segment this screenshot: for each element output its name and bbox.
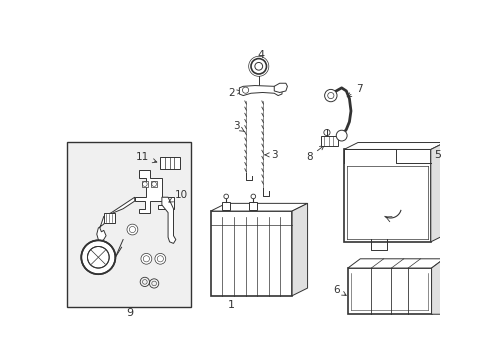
Bar [210, 211, 291, 296]
Text: 3: 3 [232, 121, 244, 132]
Text: 8: 8 [305, 145, 324, 162]
Text: 4: 4 [257, 50, 264, 60]
Text: 11: 11 [136, 152, 157, 163]
Circle shape [141, 253, 151, 264]
Circle shape [324, 89, 336, 102]
Circle shape [155, 253, 165, 264]
Circle shape [81, 240, 115, 274]
Polygon shape [162, 197, 176, 243]
Polygon shape [274, 83, 287, 93]
Polygon shape [97, 197, 135, 242]
Text: 7: 7 [346, 84, 362, 97]
Circle shape [250, 59, 266, 74]
Bar [142, 181, 148, 187]
Text: 5: 5 [433, 150, 440, 160]
Bar [160, 157, 180, 170]
Circle shape [224, 194, 228, 199]
Bar [343, 149, 430, 242]
Bar [249, 202, 257, 210]
Polygon shape [430, 143, 444, 242]
Bar [347, 268, 431, 314]
Polygon shape [135, 170, 173, 213]
Text: 6: 6 [332, 285, 346, 296]
Bar [222, 202, 230, 210]
Polygon shape [431, 259, 443, 314]
Circle shape [336, 130, 346, 141]
Polygon shape [343, 143, 444, 149]
Polygon shape [347, 259, 443, 268]
Bar [67, 142, 191, 307]
Text: 9: 9 [125, 308, 133, 318]
Bar [151, 181, 157, 187]
Bar [320, 136, 337, 147]
Text: 10: 10 [168, 190, 187, 202]
Text: 1: 1 [228, 300, 235, 310]
Circle shape [323, 130, 329, 136]
Text: 3: 3 [264, 150, 277, 160]
Polygon shape [210, 203, 307, 211]
Polygon shape [239, 86, 282, 95]
Circle shape [127, 224, 138, 235]
Circle shape [250, 194, 255, 199]
Polygon shape [291, 203, 307, 296]
Text: 2: 2 [228, 88, 241, 98]
Bar [103, 213, 114, 223]
